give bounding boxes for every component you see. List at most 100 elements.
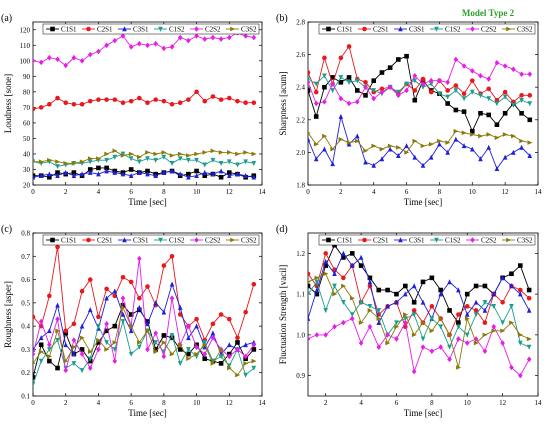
data-point-c3s2 (87, 156, 93, 161)
data-point-c2s2 (478, 72, 483, 79)
data-point-c1s1 (308, 88, 311, 93)
data-point-c2s1 (194, 316, 199, 322)
data-point-c2s2 (502, 63, 508, 69)
data-point-c2s2 (500, 340, 505, 346)
data-point-c1s2 (235, 162, 240, 168)
data-point-c3s1 (396, 152, 401, 158)
data-point-c1s1 (194, 168, 199, 174)
data-point-c1s1 (322, 84, 327, 90)
data-point-c1s2 (202, 340, 208, 346)
data-point-c2s1 (502, 89, 508, 95)
data-point-c1s1 (363, 93, 368, 98)
data-point-c3s2 (461, 130, 467, 136)
data-point-c1s1 (396, 57, 401, 62)
data-point-c3s1 (210, 330, 216, 336)
data-point-c2s1 (87, 277, 93, 282)
data-point-c1s1 (87, 167, 93, 172)
data-point-c1s2 (251, 365, 257, 371)
data-point-c3s1 (428, 154, 434, 160)
legend-entry-c3s1: C3S1 (409, 26, 425, 34)
data-point-c3s2 (394, 324, 400, 330)
data-point-c3s2 (428, 141, 434, 147)
data-point-c2s2 (71, 337, 77, 343)
data-point-c1s2 (128, 156, 134, 162)
legend-marker-c3s1 (122, 237, 127, 243)
data-point-c1s2 (104, 157, 109, 163)
legend-entry-c3s2: C3S2 (517, 26, 533, 34)
y-tick-label: 0.4 (21, 323, 30, 331)
data-point-c3s2 (79, 335, 85, 341)
data-point-c3s2 (526, 336, 532, 342)
data-point-c1s1 (145, 168, 150, 174)
data-point-c2s1 (55, 244, 60, 250)
data-point-c3s2 (313, 141, 319, 147)
x-tick-label: 12 (502, 188, 510, 196)
x-tick-label: 10 (193, 399, 201, 407)
data-point-c3s1 (394, 299, 399, 305)
data-point-c1s2 (376, 308, 382, 314)
data-point-c2s2 (202, 36, 208, 42)
data-point-c2s2 (251, 341, 257, 348)
data-point-c1s2 (354, 78, 360, 84)
data-point-c3s2 (511, 133, 517, 139)
data-point-c1s2 (112, 154, 118, 160)
data-point-c3s1 (153, 300, 158, 306)
data-point-c1s2 (308, 291, 311, 297)
data-point-c2s2 (469, 68, 475, 74)
data-point-c1s2 (519, 97, 524, 103)
data-point-c3s1 (112, 288, 118, 294)
data-point-c2s2 (482, 348, 488, 354)
data-point-c3s1 (177, 304, 183, 310)
data-point-c1s2 (420, 336, 426, 342)
data-point-c1s1 (218, 361, 224, 366)
data-point-c3s1 (104, 168, 109, 174)
data-point-c1s1 (55, 365, 60, 371)
data-point-c2s1 (137, 95, 142, 101)
x-tick-label: 6 (395, 399, 399, 407)
data-point-c1s2 (341, 299, 346, 305)
data-point-c3s2 (464, 316, 470, 321)
data-point-c3s1 (145, 171, 150, 177)
data-point-c2s2 (385, 332, 390, 338)
legend-marker-c3s2 (230, 26, 236, 32)
data-point-c2s1 (428, 89, 434, 95)
data-point-c3s1 (526, 307, 532, 313)
y-axis-label: Roughness [asper] (3, 281, 13, 348)
data-point-c3s1 (411, 283, 417, 289)
data-point-c1s1 (469, 128, 475, 134)
data-point-c3s1 (332, 271, 337, 277)
data-point-c3s1 (387, 146, 393, 152)
data-point-c2s2 (120, 295, 126, 301)
legend-marker-c2s1 (362, 237, 367, 243)
data-point-c3s2 (509, 320, 515, 325)
data-point-c1s1 (473, 283, 479, 289)
y-axis-label: Fluctuation Strength [vacil] (278, 265, 288, 364)
data-point-c3s2 (527, 140, 533, 145)
data-point-c3s2 (128, 151, 134, 157)
data-point-c2s2 (363, 84, 368, 90)
data-point-c2s1 (341, 275, 346, 281)
y-tick-label: 0.9 (296, 372, 305, 380)
data-point-c3s2 (218, 150, 224, 155)
data-point-c1s2 (137, 344, 142, 350)
data-point-c1s1 (104, 328, 109, 334)
y-tick-label: 120 (20, 26, 31, 34)
data-point-c2s1 (445, 88, 450, 93)
data-point-c1s2 (500, 320, 505, 326)
x-tick-label: 4 (97, 188, 101, 196)
data-point-c3s1 (96, 171, 101, 177)
data-point-c2s1 (500, 299, 505, 305)
data-point-c2s1 (96, 314, 101, 320)
data-point-c2s2 (349, 315, 355, 322)
data-point-c3s1 (137, 304, 142, 310)
data-point-c2s2 (87, 365, 93, 371)
series-line-c2s2 (308, 58, 530, 105)
data-point-c2s2 (210, 334, 216, 341)
data-point-c2s2 (367, 323, 373, 330)
data-point-c3s2 (447, 332, 453, 338)
legend-marker-c2s1 (362, 26, 367, 32)
data-point-c1s2 (243, 372, 248, 378)
data-point-c2s2 (338, 95, 344, 102)
data-point-c1s2 (478, 93, 483, 99)
x-tick-label: 14 (259, 188, 267, 196)
